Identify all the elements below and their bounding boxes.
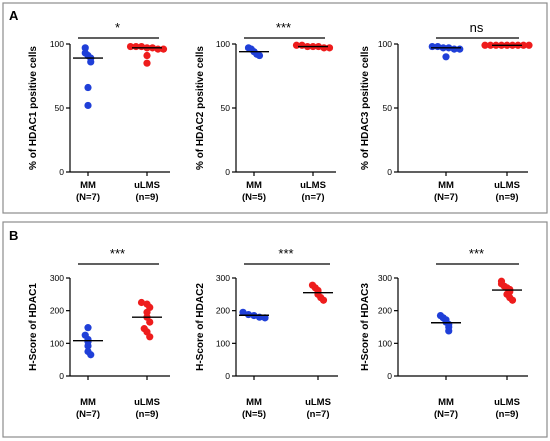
plot-2-category-label: uLMS	[300, 180, 326, 191]
panel-b-frame	[2, 221, 548, 438]
plot-2-point-ulms	[325, 44, 334, 52]
plot-3-category-label: MM	[438, 180, 454, 191]
plot-1-point-ulms	[159, 45, 168, 53]
panel-a-letter: A	[9, 8, 19, 23]
plot-3-point-ulms	[486, 41, 495, 49]
plot-6-category-label: uLMS	[494, 397, 520, 408]
plot-4-category-label: MM	[80, 397, 96, 408]
plot-4-point-ulms	[137, 298, 146, 307]
plot-6-significance-label: ***	[469, 246, 484, 261]
plot-4-ytick-label: 0	[59, 371, 64, 381]
plot-6-ylabel: H-Score of HDAC3	[360, 283, 371, 371]
plot-5-ytick-label: 100	[216, 338, 230, 348]
plot-2-ylabel: % of HDAC2 positive cells	[195, 46, 206, 170]
plot-1-ytick-label: 0	[59, 167, 64, 177]
plot-2-category-label: (N=5)	[242, 192, 266, 203]
plot-3-point-mm	[442, 53, 450, 61]
plot-5-point-mm	[239, 308, 247, 316]
plot-3-category-label: uLMS	[494, 180, 520, 191]
plot-1-ytick-label: 100	[50, 39, 64, 49]
plot-3-ytick-label: 0	[387, 167, 392, 177]
plot-3-category-label: (N=7)	[434, 192, 458, 203]
plot-2-category-label: MM	[246, 180, 262, 191]
plot-3-point-ulms	[519, 41, 528, 49]
plot-3-ylabel: % of HDAC3 positive cells	[360, 46, 371, 170]
plot-4-point-ulms	[146, 333, 154, 341]
plot-2-ytick-label: 0	[225, 167, 230, 177]
plot-5-category-label: (N=5)	[242, 409, 266, 420]
plot-6-ytick-label: 100	[378, 338, 392, 348]
plot-1-category-label: MM	[80, 180, 96, 191]
plot-4-point-ulms	[146, 318, 154, 326]
plot-1-point-mm	[84, 101, 92, 110]
plot-4-ytick-label: 100	[50, 338, 64, 348]
plot-1-ytick-label: 50	[55, 103, 65, 113]
plot-2-category-label: (n=7)	[302, 192, 325, 203]
plot-6-point-mm	[445, 327, 453, 335]
plot-6-ytick-label: 200	[378, 306, 392, 316]
plot-1-category-label: (N=7)	[76, 192, 100, 203]
plot-4-point-mm	[84, 324, 92, 332]
plot-4-category-label: (N=7)	[76, 409, 100, 420]
panel-b-letter: B	[9, 228, 18, 243]
plot-1-category-label: (n=9)	[136, 192, 159, 203]
plot-1-point-mm	[84, 83, 92, 92]
plot-1-point-mm	[87, 58, 95, 66]
plot-1-significance-label: *	[115, 20, 120, 35]
plot-5-category-label: (n=7)	[307, 409, 330, 420]
plot-1-point-mm	[81, 44, 89, 52]
plot-6-point-ulms	[508, 296, 517, 304]
plot-1-category-label: uLMS	[134, 180, 160, 191]
plot-4-point-mm	[87, 351, 95, 359]
plot-4-ylabel: H-Score of HDAC1	[28, 283, 39, 371]
plot-1-point-ulms	[143, 59, 151, 67]
plot-2-significance-label: ***	[276, 20, 291, 35]
plot-3-significance-label: ns	[470, 20, 484, 35]
plot-4-ytick-label: 200	[50, 306, 64, 316]
plot-2-point-mm	[255, 51, 264, 60]
plot-3-ytick-label: 100	[378, 39, 392, 49]
plot-3-point-ulms	[481, 41, 489, 49]
plot-6-category-label: MM	[438, 397, 454, 408]
plot-6-ytick-label: 0	[387, 371, 392, 381]
plot-4-category-label: (n=9)	[136, 409, 159, 420]
plot-3-ytick-label: 50	[383, 103, 393, 113]
plot-5-category-label: MM	[246, 397, 262, 408]
plot-5-significance-label: ***	[278, 246, 293, 261]
plot-6-category-label: (N=7)	[434, 409, 458, 420]
plot-2-ytick-label: 50	[221, 103, 231, 113]
panel-a-frame	[2, 2, 548, 214]
plot-3-point-mm	[456, 45, 464, 53]
plot-5-ytick-label: 300	[216, 273, 230, 283]
plot-5-ytick-label: 200	[216, 306, 230, 316]
plot-6-ytick-label: 300	[378, 273, 392, 283]
plot-5-point-ulms	[319, 296, 328, 304]
plot-4-ytick-label: 300	[50, 273, 64, 283]
plot-3-category-label: (n=9)	[496, 192, 519, 203]
plot-4-significance-label: ***	[110, 246, 125, 261]
plot-4-category-label: uLMS	[134, 397, 160, 408]
plot-5-ytick-label: 0	[225, 371, 230, 381]
plot-6-category-label: (n=9)	[496, 409, 519, 420]
plot-3-point-ulms	[525, 41, 533, 49]
plot-4-point-mm	[84, 342, 92, 350]
plot-1-point-ulms	[143, 51, 151, 60]
plot-2-ytick-label: 100	[216, 39, 230, 49]
plot-1-ylabel: % of HDAC1 positive cells	[28, 46, 39, 170]
plot-5-point-mm	[261, 314, 269, 322]
plot-5-ylabel: H-Score of HDAC2	[195, 283, 206, 371]
plot-5-category-label: uLMS	[305, 397, 331, 408]
